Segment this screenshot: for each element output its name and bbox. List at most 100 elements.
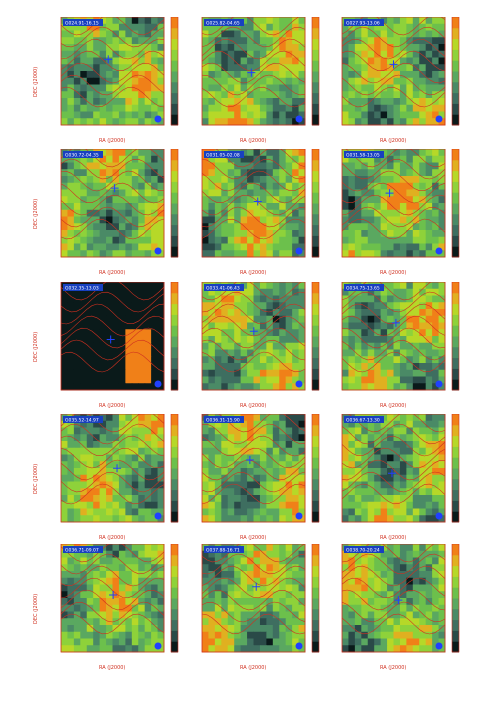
- contour-line: [201, 170, 306, 192]
- x-axis-label: RA (J2000): [240, 403, 267, 409]
- source-marker: [110, 184, 119, 193]
- source-marker: [391, 318, 400, 327]
- contour-line: [60, 206, 165, 228]
- contour-line: [60, 351, 165, 373]
- contour-line: [60, 303, 165, 325]
- contour-line: [341, 351, 446, 373]
- x-axis-label: RA (J2000): [240, 270, 267, 276]
- contour-line: [60, 553, 165, 575]
- contour-line: [341, 435, 446, 457]
- beam-marker: [295, 512, 303, 520]
- panel-title: G025.82-04.65: [206, 21, 240, 27]
- beam-marker: [295, 380, 303, 388]
- source-marker: [113, 464, 122, 473]
- source-marker: [394, 596, 403, 605]
- source-marker: [385, 189, 394, 198]
- contour-line: [341, 206, 446, 228]
- map-panel-3: G027.93-13.06: [341, 17, 460, 126]
- contour-line: [60, 86, 165, 108]
- panel-title: G027.93-13.06: [346, 21, 380, 27]
- contour-line: [60, 38, 165, 60]
- contour-line: [201, 315, 306, 337]
- source-marker: [106, 335, 115, 344]
- contour-line: [341, 589, 446, 611]
- contour-line: [341, 601, 446, 623]
- contour-line: [341, 483, 446, 505]
- contour-line: [344, 149, 446, 168]
- contour-line: [60, 339, 165, 361]
- contour-line: [201, 158, 306, 180]
- contour-line: [60, 50, 165, 71]
- colorbar: [311, 17, 320, 126]
- contour-line: [341, 447, 446, 469]
- x-axis-label: RA (J2000): [240, 665, 267, 671]
- panel-title: G031.58-13.05: [346, 153, 380, 159]
- contour-line: [341, 327, 446, 349]
- contour-line: [60, 613, 165, 635]
- y-axis-label: DEC (J2000): [33, 66, 39, 97]
- contour-line: [341, 182, 446, 204]
- contour-line: [341, 218, 446, 240]
- contour-line: [60, 218, 165, 240]
- map-panel-13: G036.71-09.07: [60, 544, 179, 653]
- contour-line: [201, 565, 306, 587]
- source-marker: [245, 455, 254, 464]
- contour-line: [60, 26, 165, 48]
- contour-line: [60, 158, 165, 180]
- map-panel-7: G032.35-13.03: [60, 282, 179, 391]
- x-axis-label: RA (J2000): [240, 138, 267, 144]
- contour-line: [60, 459, 165, 481]
- beam-marker: [435, 115, 443, 123]
- source-marker: [387, 469, 396, 478]
- contour-line: [201, 471, 306, 493]
- contour-line: [341, 74, 446, 96]
- panel-title: G037.88-16.71: [206, 548, 240, 554]
- contour-line: [341, 553, 446, 575]
- contour-line: [60, 62, 165, 84]
- colorbar: [170, 149, 179, 258]
- contour-line: [341, 471, 446, 493]
- contour-line: [341, 613, 446, 635]
- beam-marker: [435, 512, 443, 520]
- panel-title: G032.35-13.03: [65, 286, 99, 292]
- panel-title: G036.31-15.90: [206, 418, 240, 424]
- contour-line: [341, 459, 445, 481]
- contour-line: [201, 459, 306, 481]
- map-panel-6: G031.58-13.05: [341, 149, 460, 258]
- contour-line: [201, 339, 306, 361]
- contour-line: [201, 86, 306, 108]
- contour-line: [60, 447, 165, 469]
- source-marker: [109, 591, 118, 600]
- contour-line: [60, 315, 165, 337]
- contour-line: [341, 194, 446, 216]
- contour-line: [341, 339, 446, 361]
- contour-line: [201, 601, 306, 623]
- contour-line: [341, 62, 446, 84]
- map-panel-11: G036.31-15.90: [201, 414, 320, 523]
- contour-line: [341, 86, 446, 108]
- contour-line: [60, 182, 165, 204]
- contour-line: [201, 17, 300, 36]
- colorbar: [451, 544, 460, 653]
- contour-line: [60, 565, 165, 587]
- contour-line: [201, 74, 306, 96]
- map-panel-8: G033.41-06.43: [201, 282, 320, 391]
- contour-line: [201, 435, 306, 457]
- source-marker: [253, 197, 262, 206]
- beam-marker: [154, 380, 162, 388]
- contour-line: [201, 291, 306, 313]
- contour-line: [201, 327, 306, 349]
- colorbar: [451, 149, 460, 258]
- beam-marker: [435, 247, 443, 255]
- colorbar: [451, 414, 460, 523]
- contour-line: [341, 423, 446, 445]
- panel-title: G035.52-14.97: [65, 418, 99, 424]
- beam-marker: [435, 380, 443, 388]
- colorbar: [170, 282, 179, 391]
- map-panel-9: G034.75-13.65: [341, 282, 460, 391]
- contour-line: [201, 26, 306, 48]
- x-axis-label: RA (J2000): [380, 138, 407, 144]
- colorbar: [170, 544, 179, 653]
- x-axis-label: RA (J2000): [99, 403, 126, 409]
